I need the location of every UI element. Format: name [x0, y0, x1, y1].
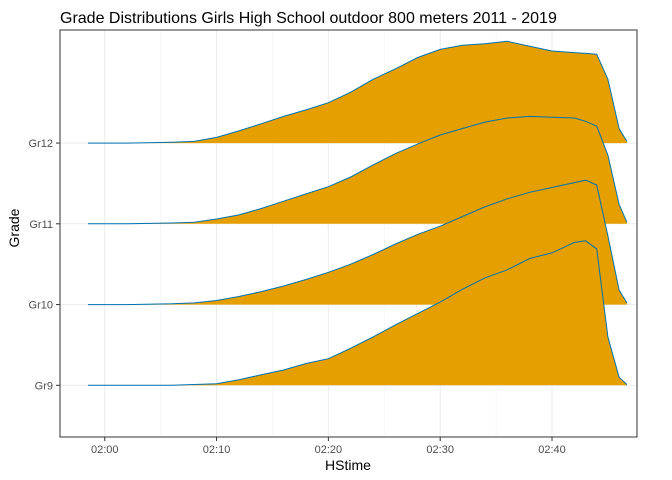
ridge-line [88, 179, 628, 306]
chart-title: Grade Distributions Girls High School ou… [60, 10, 557, 27]
y-tick-label: Gr10 [29, 300, 53, 312]
x-tick-label: 02:00 [91, 444, 119, 456]
x-axis-title: HStime [325, 457, 371, 473]
ridge-area [88, 41, 627, 144]
y-tick-label: Gr12 [29, 138, 53, 150]
y-axis-title: Grade [6, 208, 22, 247]
ridge-area [88, 240, 627, 386]
panel-border [59, 29, 638, 438]
y-tick-label: Gr11 [29, 219, 53, 231]
x-tick-label: 02:10 [203, 444, 231, 456]
ridge-area [88, 180, 627, 305]
x-tick-label: 02:40 [538, 444, 566, 456]
ridge-line [88, 40, 628, 144]
x-tick-label: 02:20 [315, 444, 343, 456]
ridge-line [88, 240, 628, 386]
x-tick-label: 02:30 [426, 444, 454, 456]
ridge-line [88, 115, 628, 225]
y-tick-label: Gr9 [35, 380, 53, 392]
ridge-area [88, 116, 627, 224]
